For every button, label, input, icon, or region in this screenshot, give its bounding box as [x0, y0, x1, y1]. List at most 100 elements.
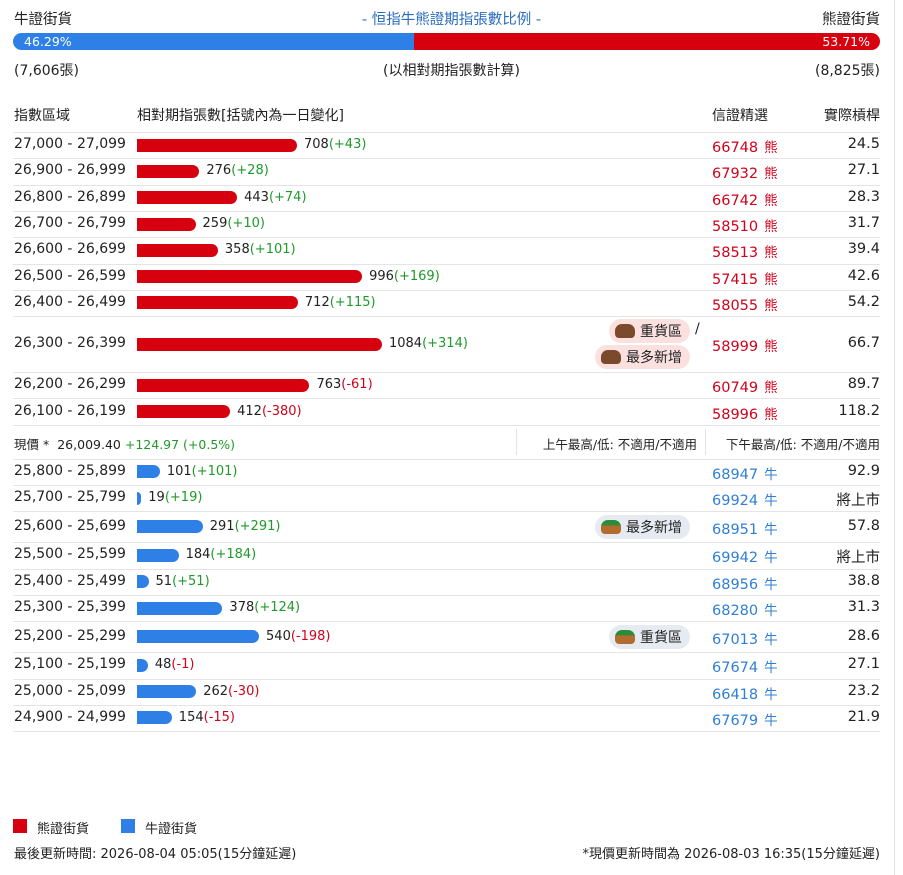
range: 26,200 - 26,299 [14, 376, 126, 393]
range: 26,700 - 26,799 [14, 215, 126, 232]
count-label: 996(+169) [369, 269, 440, 284]
row-divider [13, 210, 880, 212]
code-kind: 熊 [764, 271, 778, 288]
bar [137, 520, 203, 534]
badge-separator: / [695, 321, 700, 338]
count: 262 [203, 683, 229, 699]
code: 60749 熊 [712, 376, 778, 396]
badge-icon [601, 350, 621, 365]
row-divider [13, 263, 880, 265]
count-label: 540(-198) [266, 629, 330, 644]
change: (+101) [249, 242, 296, 258]
bar [137, 575, 149, 589]
code-kind: 熊 [764, 219, 778, 236]
row-divider [13, 289, 880, 291]
count: 48 [154, 657, 172, 673]
row-divider [13, 237, 880, 239]
badge-text: 最多新增 [626, 519, 682, 536]
code-kind: 牛 [764, 603, 778, 620]
badge-text: 最多新增 [626, 350, 682, 367]
range: 26,900 - 26,999 [14, 162, 126, 179]
count: 708 [304, 137, 329, 153]
badge: 最多新增 [595, 345, 690, 370]
count-label: 443(+74) [244, 190, 306, 205]
code: 68951 牛 [712, 518, 778, 538]
code: 57415 熊 [712, 268, 778, 288]
count: 358 [224, 242, 250, 258]
leverage: 118.2 [838, 402, 880, 419]
code-kind: 牛 [764, 466, 778, 483]
bull-total: (7,606張) [14, 63, 80, 79]
row-divider [13, 594, 880, 596]
count: 19 [148, 490, 165, 506]
count-label: 708(+43) [304, 137, 366, 152]
row-divider [13, 511, 880, 513]
code-kind: 熊 [764, 192, 778, 209]
code-kind: 熊 [764, 339, 778, 356]
range: 25,100 - 25,199 [14, 656, 126, 673]
code: 69942 牛 [712, 546, 778, 566]
count-label: 358(+101) [225, 242, 296, 257]
change: (+10) [227, 216, 265, 232]
price-change: +124.97 (+0.5%) [124, 436, 236, 452]
note: (以相對期指張數計算) [383, 63, 520, 79]
code: 66748 熊 [712, 136, 778, 156]
count-label: 1084(+314) [389, 336, 468, 351]
legend-label: 熊證街貨 [37, 822, 90, 837]
row-divider [13, 184, 880, 186]
code: 58996 熊 [712, 403, 778, 423]
bar [137, 191, 238, 205]
code: 66418 牛 [712, 683, 778, 703]
code-number: 66742 [712, 192, 759, 209]
code: 67013 牛 [712, 628, 778, 648]
count-label: 101(+101) [167, 464, 238, 479]
change: (-380) [261, 403, 302, 419]
code: 69924 牛 [712, 489, 778, 509]
bar [137, 711, 172, 725]
code-kind: 熊 [764, 406, 778, 423]
code-number: 58996 [712, 406, 759, 423]
code: 68280 牛 [712, 599, 778, 619]
count-label: 48(-1) [155, 657, 195, 672]
count: 996 [369, 268, 394, 284]
right-title: 熊證街貨 [822, 12, 880, 28]
price: 26,009.40 [57, 436, 121, 452]
row-divider [13, 158, 880, 160]
leverage: 24.5 [847, 136, 880, 153]
leverage: 將上市 [836, 550, 881, 567]
code-kind: 牛 [764, 631, 778, 648]
bar [137, 378, 310, 392]
badge-icon [601, 519, 621, 534]
scroll-edge [894, 0, 895, 875]
code-number: 68280 [712, 603, 759, 620]
count: 412 [237, 403, 262, 419]
leverage: 42.6 [847, 267, 880, 284]
count: 259 [202, 216, 228, 232]
range: 25,500 - 25,599 [14, 546, 126, 563]
change: (-198) [290, 628, 331, 644]
change: (+74) [268, 189, 307, 205]
column-header: 相對期指張數[括號內為一日變化] [137, 108, 344, 124]
legend-swatch [121, 819, 135, 833]
range: 27,000 - 27,099 [14, 136, 126, 153]
count-label: 19(+19) [148, 490, 202, 505]
bar [137, 243, 218, 257]
code-number: 66748 [712, 140, 759, 157]
code-number: 67932 [712, 166, 759, 183]
bar [137, 465, 160, 479]
change: (+51) [172, 573, 210, 589]
badge-icon [615, 629, 635, 644]
bar [137, 164, 200, 178]
bar [137, 270, 363, 284]
row-divider [13, 458, 880, 460]
legend-swatch [13, 819, 27, 833]
code: 67674 牛 [712, 656, 778, 676]
code-number: 66418 [712, 686, 759, 703]
leverage: 54.2 [847, 293, 880, 310]
code-kind: 牛 [764, 521, 778, 538]
column-header: 指數區域 [14, 108, 70, 124]
row-divider [13, 132, 880, 133]
code: 68956 牛 [712, 573, 778, 593]
footer-price-updated: *現價更新時間為 2026-08-03 16:35(15分鐘延遲) [582, 847, 880, 862]
